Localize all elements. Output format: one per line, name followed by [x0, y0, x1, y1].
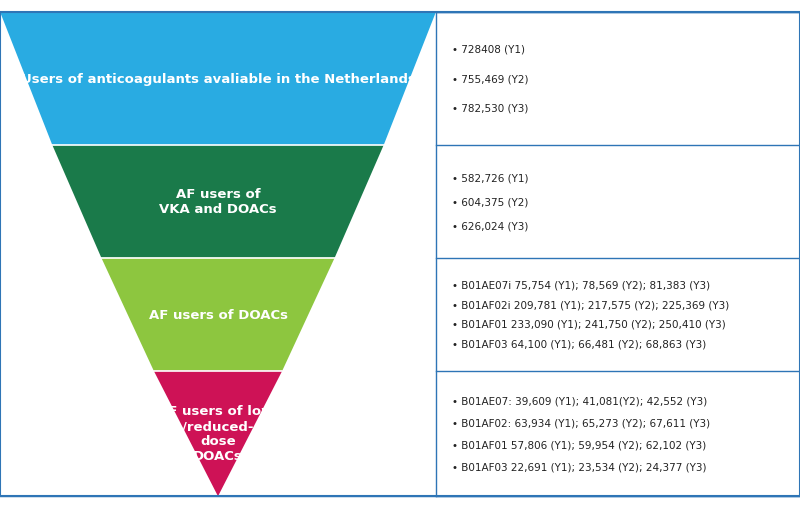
- Polygon shape: [52, 146, 384, 259]
- Text: • B01AF03 22,691 (Y1); 23,534 (Y2); 24,377 (Y3): • B01AF03 22,691 (Y1); 23,534 (Y2); 24,3…: [452, 462, 706, 472]
- Text: AF users of DOACs: AF users of DOACs: [149, 308, 287, 321]
- Text: • 626,024 (Y3): • 626,024 (Y3): [452, 221, 528, 232]
- Text: • B01AF02: 63,934 (Y1); 65,273 (Y2); 67,611 (Y3): • B01AF02: 63,934 (Y1); 65,273 (Y2); 67,…: [452, 417, 710, 428]
- Text: • 782,530 (Y3): • 782,530 (Y3): [452, 104, 528, 114]
- Text: Users of anticoagulants avaliable in the Netherlands: Users of anticoagulants avaliable in the…: [21, 73, 415, 86]
- Text: AF users of low-
/reduced-
dose
DOACs: AF users of low- /reduced- dose DOACs: [158, 405, 278, 463]
- Text: • 755,469 (Y2): • 755,469 (Y2): [452, 74, 529, 84]
- Polygon shape: [154, 371, 282, 496]
- Text: • 604,375 (Y2): • 604,375 (Y2): [452, 197, 528, 207]
- Polygon shape: [0, 13, 436, 146]
- Text: • B01AF02i 209,781 (Y1); 217,575 (Y2); 225,369 (Y3): • B01AF02i 209,781 (Y1); 217,575 (Y2); 2…: [452, 300, 730, 310]
- Text: • B01AE07i 75,754 (Y1); 78,569 (Y2); 81,383 (Y3): • B01AE07i 75,754 (Y1); 78,569 (Y2); 81,…: [452, 280, 710, 291]
- Text: • 728408 (Y1): • 728408 (Y1): [452, 45, 525, 55]
- Text: • B01AE07: 39,609 (Y1); 41,081(Y2); 42,552 (Y3): • B01AE07: 39,609 (Y1); 41,081(Y2); 42,5…: [452, 395, 707, 406]
- Text: • B01AF01 57,806 (Y1); 59,954 (Y2); 62,102 (Y3): • B01AF01 57,806 (Y1); 59,954 (Y2); 62,1…: [452, 440, 706, 449]
- Polygon shape: [102, 259, 334, 371]
- Text: • B01AF03 64,100 (Y1); 66,481 (Y2); 68,863 (Y3): • B01AF03 64,100 (Y1); 66,481 (Y2); 68,8…: [452, 339, 706, 349]
- Text: AF users of
VKA and DOACs: AF users of VKA and DOACs: [159, 188, 277, 216]
- Text: • 582,726 (Y1): • 582,726 (Y1): [452, 173, 529, 183]
- Text: • B01AF01 233,090 (Y1); 241,750 (Y2); 250,410 (Y3): • B01AF01 233,090 (Y1); 241,750 (Y2); 25…: [452, 319, 726, 329]
